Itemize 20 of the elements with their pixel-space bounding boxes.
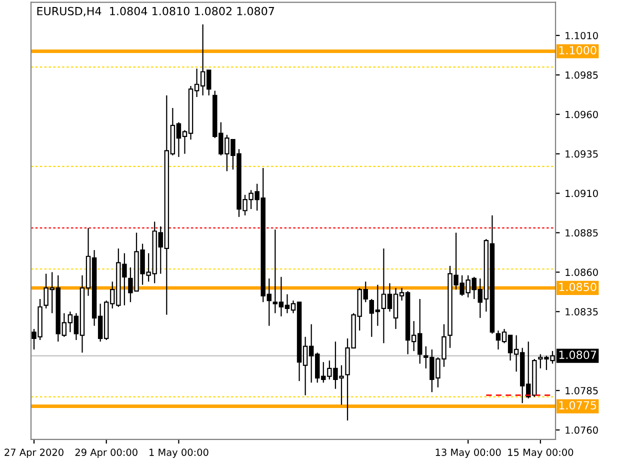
y-tick-label: 1.0760 <box>566 426 598 434</box>
ref-line-label: 1.1000 <box>559 46 596 54</box>
x-tick-label: 15 May 00:00 <box>508 448 574 458</box>
y-tick-label: 1.0935 <box>566 150 598 158</box>
x-tick-label: 29 Apr 00:00 <box>75 448 138 458</box>
x-tick-label: 13 May 00:00 <box>436 448 501 458</box>
y-tick-label: 1.0960 <box>566 110 598 118</box>
x-tick-label: 27 Apr 2020 <box>4 448 64 458</box>
y-tick-label: 1.0885 <box>566 229 598 237</box>
y-tick-label: 1.0985 <box>566 71 598 79</box>
y-tick-label: 1.0785 <box>566 386 598 394</box>
ref-line-label: 1.0807 <box>559 350 596 360</box>
ref-line-label: 1.0775 <box>559 401 596 410</box>
y-tick-label: 1.1010 <box>566 32 598 40</box>
y-tick-label: 1.0910 <box>566 190 598 198</box>
ref-line-label: 1.0850 <box>559 282 596 292</box>
y-tick-label: 1.0835 <box>566 308 598 316</box>
x-tick-label: 1 May 00:00 <box>150 448 208 458</box>
chart-title: EURUSD,H4 1.0804 1.0810 1.0802 1.0807 <box>37 6 274 16</box>
y-tick-label: 1.0860 <box>566 268 598 276</box>
